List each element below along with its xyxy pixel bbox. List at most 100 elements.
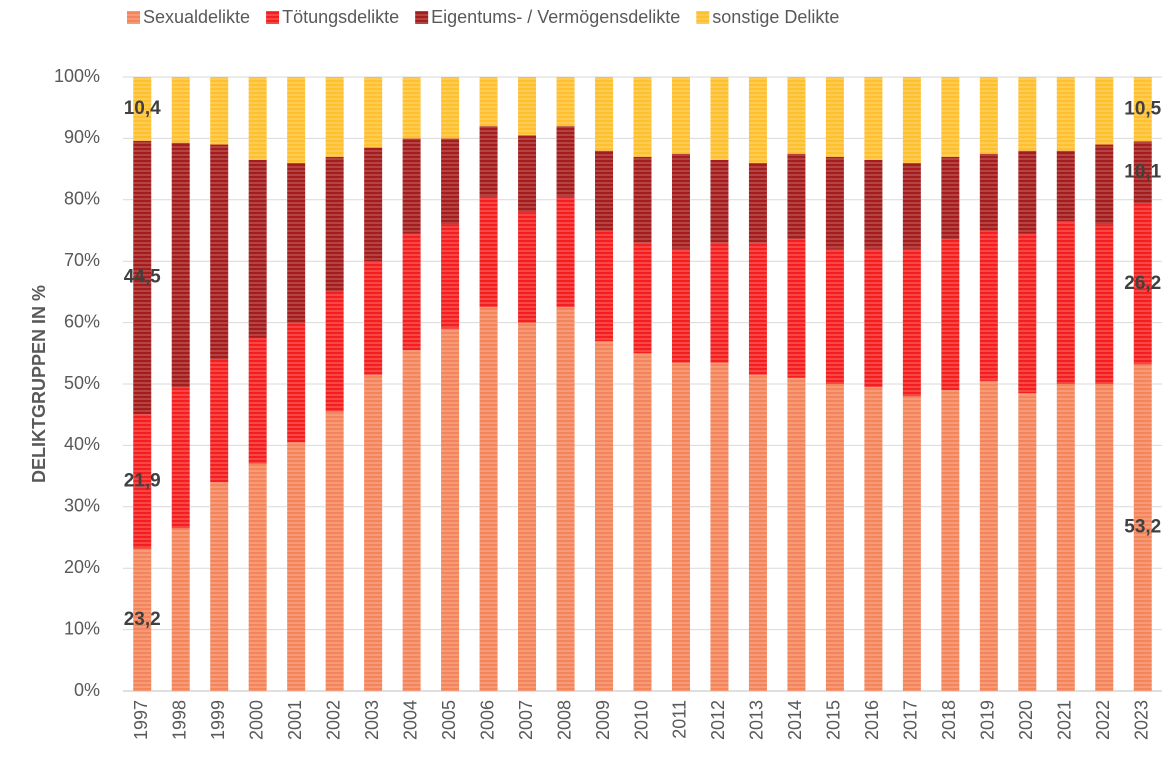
bar-segment — [787, 239, 806, 378]
bar-segment — [479, 126, 498, 197]
bar-segment — [1133, 77, 1152, 142]
y-tick-label: 40% — [64, 434, 100, 454]
y-tick-label: 60% — [64, 311, 100, 331]
x-tick-label: 2000 — [246, 700, 266, 740]
bar-segment — [479, 77, 498, 127]
x-tick-label: 2009 — [593, 700, 613, 740]
x-tick-label: 2018 — [939, 700, 959, 740]
bar-segment — [325, 411, 344, 691]
bar-segment — [941, 77, 960, 157]
bar-segment — [902, 162, 921, 249]
bar-segment — [787, 77, 806, 154]
bar-segment — [479, 307, 498, 691]
bar-segment — [441, 77, 460, 139]
bar-segment — [748, 242, 767, 375]
bar-segment — [1018, 233, 1037, 394]
bar-segment — [633, 242, 652, 354]
bar-segment — [595, 77, 614, 151]
bar-segment — [556, 196, 575, 308]
legend-swatch — [266, 11, 280, 24]
bar-segment — [248, 159, 267, 338]
bar-segment — [710, 362, 729, 691]
bar-segment — [941, 390, 960, 691]
bar-segment — [171, 528, 190, 691]
bar-segment — [441, 328, 460, 691]
bar-segment — [171, 77, 190, 143]
legend-label: Eigentums- / Vermögensdelikte — [431, 7, 680, 27]
x-tick-label: 2012 — [708, 700, 728, 740]
bar-segment — [979, 153, 998, 231]
bar-segment — [1095, 144, 1114, 225]
data-label: 21,9 — [124, 470, 161, 491]
bar-segment — [825, 248, 844, 384]
y-tick-label: 80% — [64, 189, 100, 209]
bar-segment — [748, 374, 767, 691]
bar-segment — [671, 153, 690, 249]
bar-segment — [287, 442, 306, 691]
bar-segment — [633, 156, 652, 243]
bar-segment — [325, 156, 344, 292]
bar-segment — [671, 248, 690, 363]
bar-segment — [710, 242, 729, 363]
bar-segment — [518, 135, 537, 213]
bar-segment — [825, 156, 844, 249]
bar-segment — [133, 414, 152, 549]
x-tick-label: 2006 — [477, 700, 497, 740]
legend-label: Sexualdelikte — [143, 7, 250, 27]
bar-segment — [864, 159, 883, 249]
x-tick-label: 2020 — [1016, 700, 1036, 740]
bar-segment — [133, 77, 152, 141]
bar-segment — [595, 150, 614, 231]
bar-segment — [556, 307, 575, 691]
bar-segment — [518, 212, 537, 323]
y-tick-label: 70% — [64, 250, 100, 270]
x-tick-label: 1999 — [208, 700, 228, 740]
bar-segment — [1095, 77, 1114, 145]
bar-segment — [864, 77, 883, 160]
bar-segment — [441, 138, 460, 225]
bar-segment — [287, 77, 306, 163]
bar-segment — [287, 322, 306, 443]
x-tick-label: 2022 — [1093, 700, 1113, 740]
bar-segment — [671, 362, 690, 691]
bar-segment — [248, 463, 267, 691]
bar-segment — [671, 77, 690, 154]
legend-label: sonstige Delikte — [712, 7, 839, 27]
bar-segment — [402, 233, 421, 351]
bar-segment — [787, 377, 806, 691]
bar-segment — [1133, 203, 1152, 365]
bar-segment — [787, 153, 806, 240]
bar-segment — [748, 162, 767, 243]
bar-segment — [248, 77, 267, 160]
bar-segment — [518, 77, 537, 136]
bar-segment — [748, 77, 767, 163]
x-tick-label: 2008 — [554, 700, 574, 740]
bar-segment — [1133, 141, 1152, 204]
bar-segment — [1056, 77, 1075, 151]
y-tick-label: 20% — [64, 557, 100, 577]
bar-segment — [979, 77, 998, 154]
bar-segment — [171, 387, 190, 529]
y-tick-label: 100% — [54, 66, 100, 86]
bar-segment — [325, 77, 344, 157]
bar-segment — [133, 140, 152, 415]
bar-segment — [1018, 150, 1037, 234]
x-tick-label: 2005 — [439, 700, 459, 740]
bar-segment — [287, 162, 306, 323]
x-tick-label: 2001 — [285, 700, 305, 740]
x-tick-label: 2016 — [862, 700, 882, 740]
bar-segment — [902, 248, 921, 397]
bar-segment — [133, 548, 152, 691]
legend-swatch — [127, 11, 140, 24]
x-tick-label: 1998 — [169, 700, 189, 740]
bar-segment — [441, 224, 460, 329]
x-tick-label: 1997 — [131, 700, 151, 740]
data-label: 44,5 — [124, 266, 161, 287]
bar-segment — [1056, 221, 1075, 384]
bar-segment — [941, 156, 960, 240]
x-tick-label: 2011 — [670, 700, 690, 739]
x-tick-label: 2017 — [901, 700, 921, 740]
x-tick-label: 2002 — [323, 700, 343, 740]
y-tick-label: 30% — [64, 496, 100, 516]
bar-segment — [710, 77, 729, 160]
